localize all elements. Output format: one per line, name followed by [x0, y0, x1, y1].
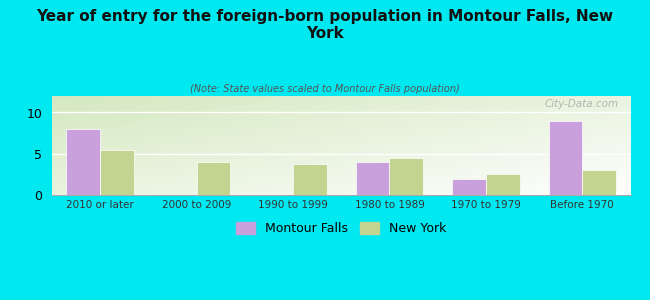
Bar	[100, 150, 134, 195]
Text: Year of entry for the foreign-born population in Montour Falls, New
York: Year of entry for the foreign-born popul…	[36, 9, 614, 41]
Text: City-Data.com: City-Data.com	[545, 99, 619, 109]
Bar	[293, 164, 327, 195]
Legend: Montour Falls, New York: Montour Falls, New York	[231, 217, 452, 240]
Bar	[356, 162, 389, 195]
Text: (Note: State values scaled to Montour Falls population): (Note: State values scaled to Montour Fa…	[190, 84, 460, 94]
Bar	[66, 129, 100, 195]
Bar	[196, 162, 230, 195]
Bar	[582, 170, 616, 195]
Bar	[389, 158, 423, 195]
Bar	[486, 174, 519, 195]
Bar	[549, 121, 582, 195]
Bar	[452, 178, 486, 195]
